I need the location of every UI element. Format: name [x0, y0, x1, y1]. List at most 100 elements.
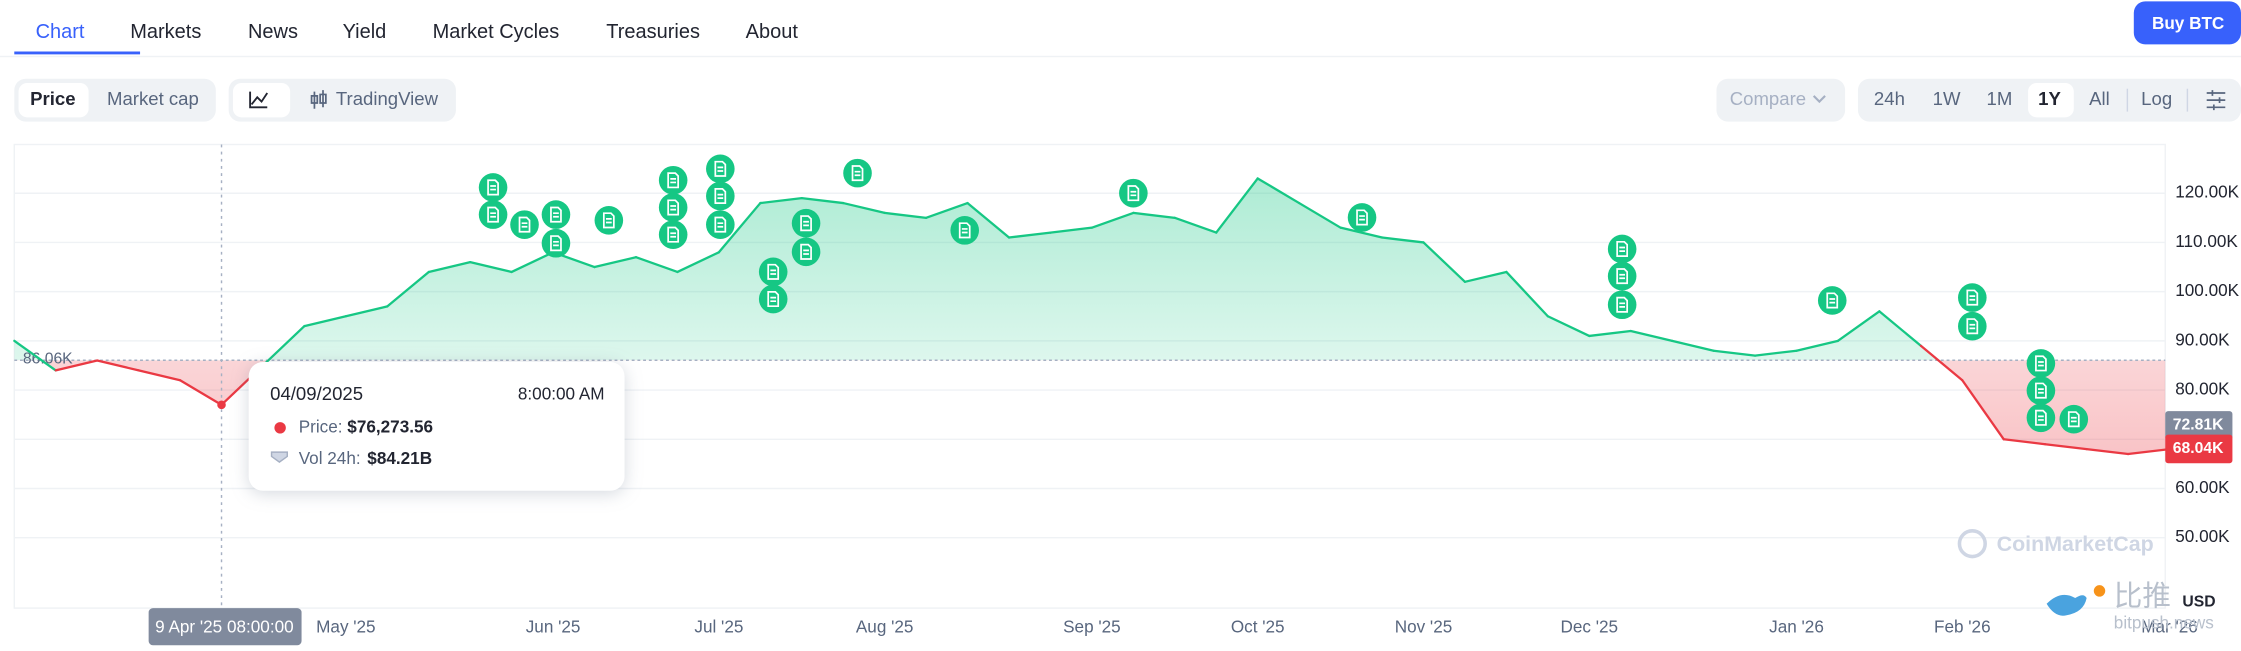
price-tag-label: 72.81K [2173, 417, 2224, 434]
buy-button-label[interactable]: Buy BTC [2152, 13, 2224, 33]
y-tick-label: 100.00K [2175, 280, 2239, 300]
nav-tab[interactable]: About [746, 21, 799, 43]
range-tab[interactable]: 1W [1933, 88, 1961, 109]
news-marker[interactable] [706, 181, 735, 211]
news-icon [1966, 289, 1979, 306]
brand-site: bitpush.news [2114, 612, 2214, 632]
news-marker[interactable] [1958, 283, 1987, 312]
news-marker[interactable] [791, 208, 821, 238]
tooltip-price-dot [274, 422, 286, 434]
news-marker[interactable] [706, 154, 735, 184]
news-icon [2035, 355, 2047, 372]
news-marker[interactable] [2026, 376, 2056, 405]
news-marker[interactable] [478, 173, 508, 202]
price-line-segment [344, 305, 389, 318]
news-icon [1616, 240, 1629, 257]
price-line-segment [924, 201, 969, 219]
price-line-segment [1961, 379, 2005, 441]
compare-label[interactable]: Compare [1730, 88, 1806, 109]
area-up [14, 178, 2166, 361]
y-tick-label: 120.00K [2175, 182, 2239, 202]
price-line-segment [54, 359, 99, 372]
chart-style-tab[interactable]: TradingView [336, 88, 439, 109]
log-toggle[interactable]: Log [2141, 88, 2172, 109]
news-marker[interactable] [2026, 349, 2056, 378]
news-icon [714, 216, 727, 233]
price-line-segment [1505, 270, 1549, 318]
news-marker[interactable] [758, 257, 788, 287]
price-line-segment [966, 201, 1011, 239]
news-marker[interactable] [658, 165, 688, 195]
news-marker[interactable] [541, 200, 571, 229]
range-tab[interactable]: 1M [1987, 88, 2013, 109]
news-marker[interactable] [658, 193, 688, 222]
line-icon[interactable] [249, 91, 269, 109]
news-marker[interactable] [510, 210, 539, 239]
news-icon [958, 222, 971, 239]
price-line-segment [1173, 216, 1218, 234]
price-tag-label: 68.04K [2173, 440, 2224, 457]
y-tick-label: 90.00K [2175, 329, 2230, 349]
y-tick-label: 80.00K [2175, 379, 2230, 399]
news-marker[interactable] [2059, 404, 2089, 434]
nav-tab[interactable]: Treasuries [606, 21, 700, 43]
metric-tab[interactable]: Price [30, 88, 75, 109]
news-icon [518, 216, 531, 233]
news-icon [1826, 292, 1839, 309]
news-icon [1616, 268, 1629, 285]
price-line-segment [1878, 310, 1923, 347]
x-tick-label: Sep '25 [1063, 617, 1121, 637]
news-marker[interactable] [1817, 286, 1847, 315]
news-icon [550, 206, 562, 223]
price-line-segment [1090, 211, 1135, 229]
buy-button[interactable] [2133, 1, 2241, 45]
x-tick-label: Jul '25 [694, 617, 743, 637]
news-icon [487, 179, 499, 196]
news-icon [487, 206, 499, 223]
price-line-segment [1795, 339, 1840, 352]
news-marker[interactable] [1347, 203, 1377, 232]
news-marker[interactable] [594, 206, 624, 235]
news-icon [2035, 409, 2047, 426]
news-marker[interactable] [1119, 178, 1148, 208]
compare-box[interactable] [1716, 78, 1846, 122]
news-marker[interactable] [758, 284, 788, 314]
news-marker[interactable] [541, 228, 571, 258]
news-marker[interactable] [2026, 403, 2056, 433]
news-marker[interactable] [1607, 234, 1637, 264]
news-marker[interactable] [1607, 261, 1637, 291]
price-tag-box [2165, 434, 2233, 464]
metric-active [18, 82, 89, 118]
price-line-segment [178, 379, 223, 406]
news-icon [602, 212, 615, 229]
x-tick-label: Dec '25 [1560, 617, 1618, 637]
news-icon [550, 235, 562, 252]
nav-tab[interactable]: News [248, 21, 298, 43]
watermark-logo [1957, 529, 1987, 559]
price-line-segment [676, 251, 721, 274]
range-tab[interactable]: 24h [1874, 88, 1905, 109]
metric-tab[interactable]: Market cap [107, 88, 199, 109]
nav-tab[interactable]: Yield [343, 21, 387, 43]
price-line-segment [842, 201, 886, 215]
crosshair-label: 9 Apr '25 08:00:00 [155, 617, 294, 637]
settings-icon[interactable] [2206, 90, 2226, 111]
news-marker[interactable] [658, 220, 688, 249]
news-marker[interactable] [1607, 290, 1637, 320]
news-icon [1966, 318, 1979, 335]
range-tab[interactable]: All [2089, 88, 2110, 109]
nav-tab[interactable]: Market Cycles [433, 21, 560, 43]
news-marker[interactable] [478, 200, 508, 229]
news-marker[interactable] [706, 210, 735, 239]
nav-divider [0, 55, 2241, 58]
news-marker[interactable] [843, 158, 872, 188]
crosshair-label-box [148, 608, 302, 646]
currency: USD [2182, 594, 2215, 611]
news-marker[interactable] [1958, 311, 1987, 341]
range-tab[interactable]: 1Y [2038, 88, 2061, 109]
nav-tab[interactable]: Markets [130, 21, 201, 43]
price-line-segment [303, 315, 348, 328]
news-marker[interactable] [791, 237, 821, 267]
news-marker[interactable] [950, 216, 980, 245]
nav-tab[interactable]: Chart [36, 21, 85, 43]
